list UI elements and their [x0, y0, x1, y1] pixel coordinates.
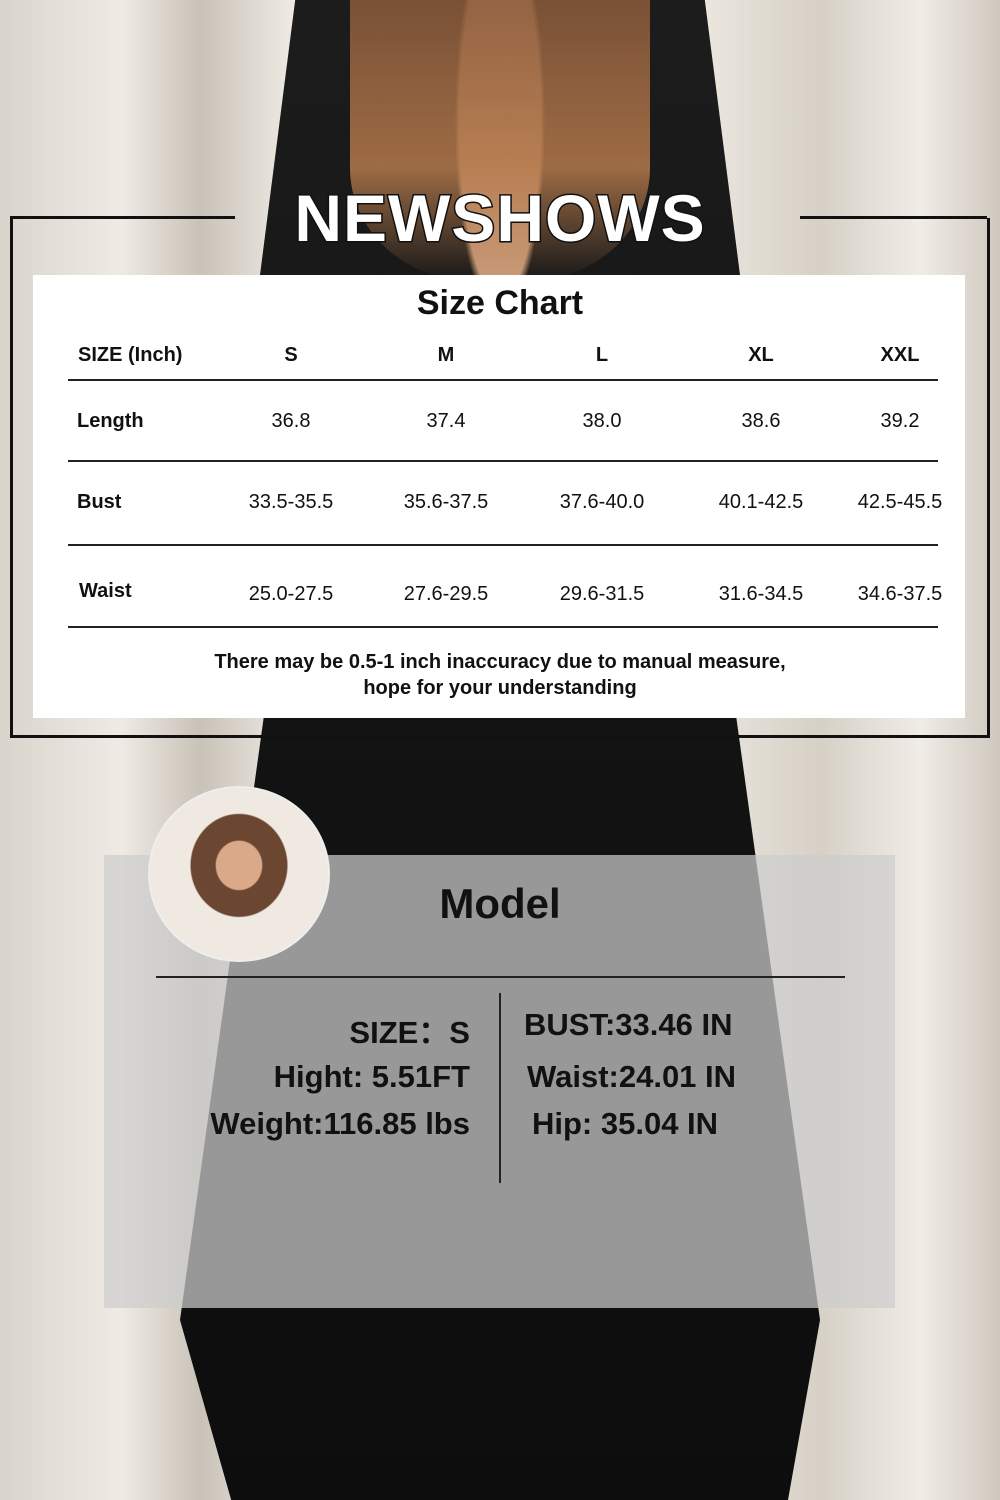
header-size-label: SIZE (Inch) [78, 344, 183, 366]
size-chart-title: Size Chart [416, 284, 584, 322]
brand-logo: NEWSHOWS [293, 180, 706, 257]
header-xxl: XXL [880, 344, 920, 366]
row-label-length: Length [77, 410, 144, 432]
divider [68, 626, 938, 628]
divider [68, 544, 938, 546]
cell: 25.0-27.5 [248, 583, 334, 605]
cell: 31.6-34.5 [718, 583, 804, 605]
cell: 33.5-35.5 [248, 491, 334, 513]
header-s: S [284, 344, 298, 366]
model-weight: Weight:116.85 lbs [210, 1106, 470, 1141]
row-label-bust: Bust [77, 491, 122, 513]
vertical-divider [499, 993, 501, 1183]
cell: 34.6-37.5 [857, 583, 943, 605]
cell: 40.1-42.5 [718, 491, 804, 513]
cell: 42.5-45.5 [857, 491, 943, 513]
cell: 39.2 [880, 410, 920, 432]
cell: 29.6-31.5 [559, 583, 645, 605]
cell: 37.6-40.0 [559, 491, 645, 513]
header-l: L [595, 344, 609, 366]
model-height: Hight: 5.51FT [273, 1059, 470, 1094]
model-waist: Waist:24.01 IN [527, 1059, 737, 1094]
cell: 27.6-29.5 [403, 583, 489, 605]
header-xl: XL [748, 344, 774, 366]
chart-frame [10, 218, 990, 738]
divider [68, 460, 938, 462]
divider [156, 976, 845, 978]
cell: 35.6-37.5 [403, 491, 489, 513]
header-m: M [437, 344, 455, 366]
background-photo-hair [350, 0, 650, 280]
cell: 38.0 [582, 410, 622, 432]
cell: 38.6 [741, 410, 781, 432]
model-hip: Hip: 35.04 IN [532, 1106, 719, 1141]
frame-top-right [800, 216, 987, 219]
divider [68, 379, 938, 381]
accuracy-note-line1: There may be 0.5-1 inch inaccuracy due t… [214, 651, 786, 673]
model-bust: BUST:33.46 IN [524, 1007, 733, 1042]
size-chart-panel [33, 275, 965, 718]
cell: 37.4 [426, 410, 466, 432]
row-label-waist: Waist [79, 580, 132, 602]
cell: 36.8 [271, 410, 311, 432]
model-avatar [148, 786, 330, 962]
model-size: SIZE：S [349, 1015, 470, 1050]
frame-top-left [10, 216, 235, 219]
model-title: Model [439, 880, 561, 927]
accuracy-note-line2: hope for your understanding [363, 677, 637, 699]
